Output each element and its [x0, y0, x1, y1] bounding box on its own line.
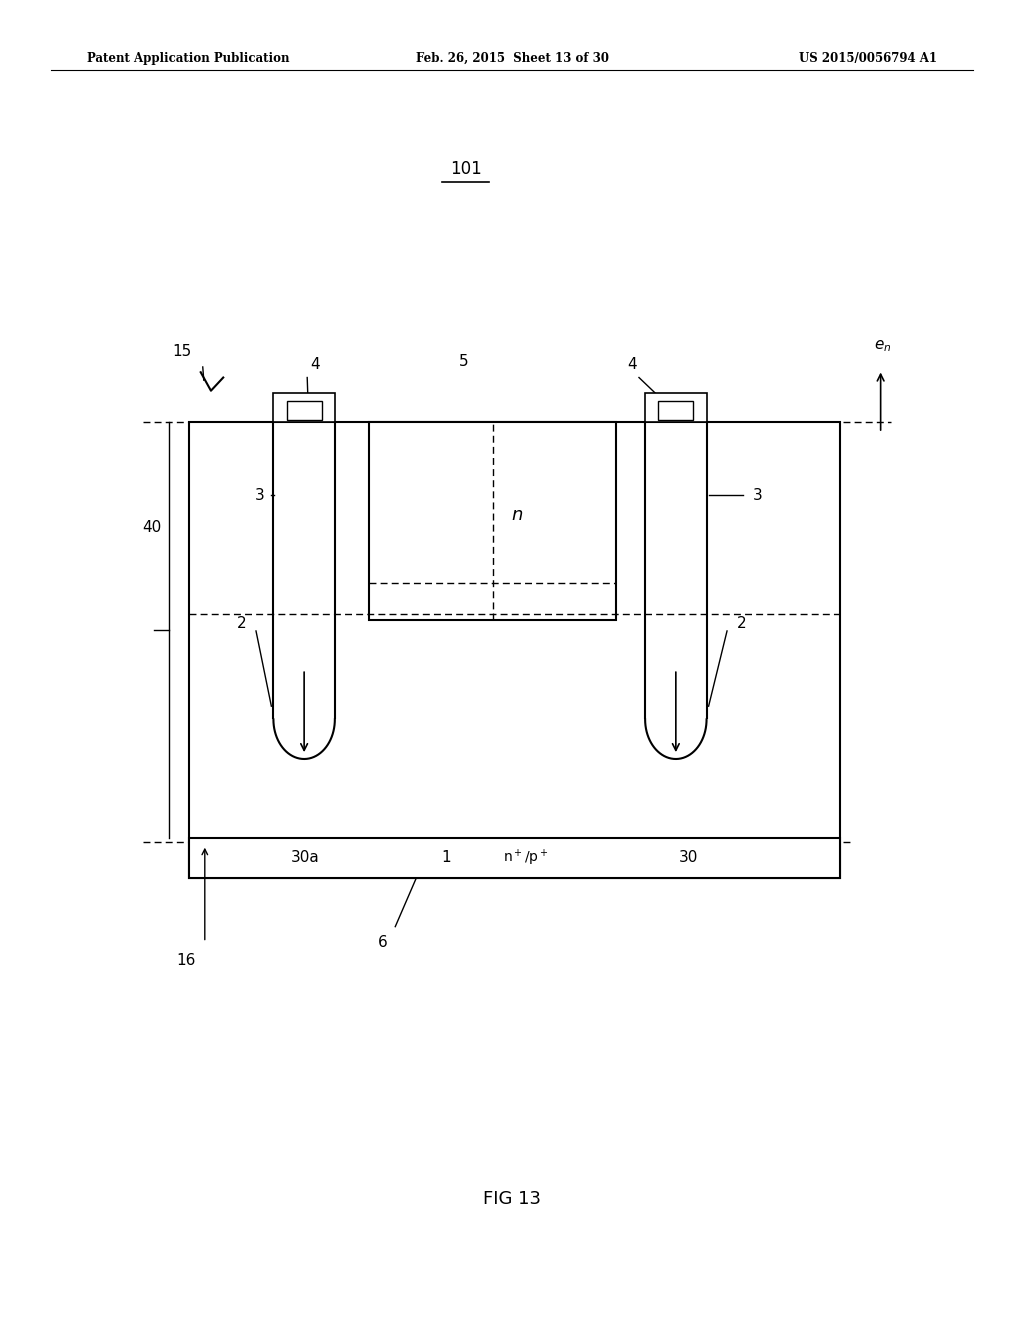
- Bar: [189, 838, 840, 878]
- Text: 2: 2: [736, 615, 746, 631]
- Bar: [369, 422, 616, 620]
- Bar: [189, 422, 840, 878]
- Text: 15: 15: [173, 343, 191, 359]
- Bar: [658, 401, 693, 420]
- Text: Patent Application Publication: Patent Application Publication: [87, 51, 290, 65]
- Text: US 2015/0056794 A1: US 2015/0056794 A1: [799, 51, 937, 65]
- Text: 1: 1: [441, 850, 452, 866]
- Text: Feb. 26, 2015  Sheet 13 of 30: Feb. 26, 2015 Sheet 13 of 30: [416, 51, 608, 65]
- Text: 6: 6: [378, 935, 388, 950]
- Text: $e_n$: $e_n$: [874, 338, 891, 354]
- Text: 4: 4: [310, 356, 321, 372]
- Text: 3: 3: [255, 487, 265, 503]
- Text: 5: 5: [459, 354, 469, 370]
- Text: 2: 2: [237, 615, 247, 631]
- Text: 101: 101: [450, 160, 482, 178]
- Text: 40: 40: [142, 520, 161, 536]
- Bar: [273, 393, 335, 422]
- Text: n: n: [511, 506, 523, 524]
- Text: 3: 3: [753, 487, 763, 503]
- Text: 16: 16: [177, 953, 196, 969]
- Bar: [645, 393, 707, 422]
- Text: 4: 4: [627, 356, 637, 372]
- Text: FIG 13: FIG 13: [483, 1189, 541, 1208]
- Text: 30a: 30a: [291, 850, 319, 866]
- Text: 30: 30: [679, 850, 697, 866]
- Bar: [287, 401, 322, 420]
- Text: $\mathregular{n^+/ p^+}$: $\mathregular{n^+/ p^+}$: [504, 847, 549, 869]
